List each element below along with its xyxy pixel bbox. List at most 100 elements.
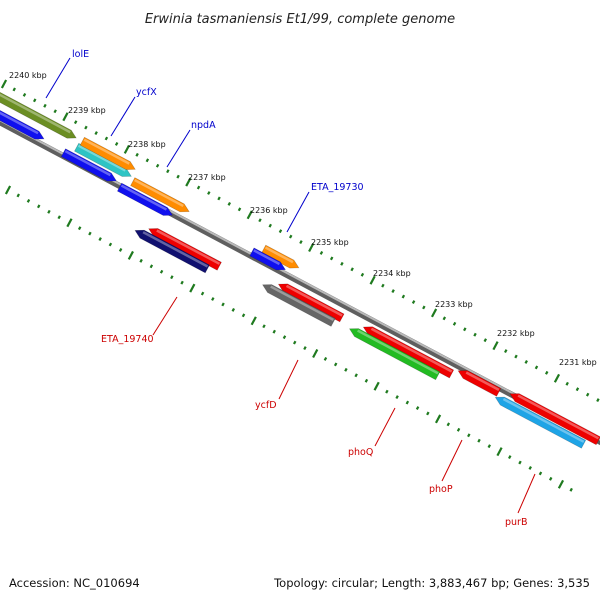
tick-mark: [596, 398, 600, 403]
tick-mark: [16, 193, 20, 198]
gene-label-lolE[interactable]: lolE: [45, 49, 89, 99]
tick-mark: [430, 308, 438, 318]
tick-label-2238: 2238 kbp: [128, 140, 166, 149]
tick-mark: [108, 242, 113, 247]
tick-mark: [405, 400, 410, 405]
tick-mark: [508, 455, 512, 459]
tick-mark: [350, 267, 354, 272]
tick-mark: [553, 373, 561, 383]
tick-mark: [569, 487, 573, 492]
tick-mark: [94, 131, 98, 135]
gene-label-ycfD[interactable]: ycfD: [255, 359, 299, 411]
tick-mark: [434, 414, 442, 424]
tick-mark: [250, 316, 257, 326]
map-title: Erwinia tasmaniensis Et1/99, complete ge…: [145, 12, 455, 27]
gene-features: [0, 77, 600, 449]
tick-label-2234: 2234 kbp: [373, 269, 411, 278]
tick-mark: [57, 215, 61, 220]
ETA_19740-feature[interactable]: [133, 226, 210, 274]
tick-mark: [477, 438, 481, 443]
purB-feature[interactable]: [493, 393, 587, 449]
tick-mark: [323, 357, 328, 361]
tick-mark: [340, 261, 344, 266]
gene-label-text: ETA_19730: [311, 182, 364, 193]
npdA-feature[interactable]: [130, 177, 192, 216]
tick-mark: [32, 98, 37, 103]
gene-label-npdA[interactable]: npdA: [166, 120, 216, 168]
tick-mark: [312, 349, 319, 358]
tick-mark: [0, 79, 8, 89]
tick-mark: [22, 92, 27, 97]
lolE-feature[interactable]: [0, 77, 78, 142]
tick-mark: [575, 387, 580, 392]
tick-label-2239: 2239 kbp: [68, 106, 106, 115]
gene-label-ycfX[interactable]: ycfX: [110, 87, 157, 137]
tick-mark: [487, 444, 491, 449]
gene-label-text: phoQ: [348, 447, 373, 458]
phoQ-feature[interactable]: [347, 325, 441, 381]
feature-blue1[interactable]: [0, 91, 46, 143]
gene-label-text: phoP: [429, 484, 453, 495]
tick-mark: [231, 307, 235, 312]
tick-mark: [456, 427, 461, 432]
tick-mark: [47, 209, 51, 214]
tick-mark: [467, 433, 471, 438]
tick-mark: [118, 248, 123, 252]
gene-label-purB[interactable]: purB: [505, 473, 536, 528]
tick-mark: [528, 466, 532, 470]
feature-blue3[interactable]: [116, 182, 174, 219]
tick-label-2236: 2236 kbp: [250, 206, 288, 215]
gene-label-text: ycfD: [255, 400, 277, 411]
tick-mark: [36, 204, 41, 209]
topology-text: Topology: circular; Length: 3,883,467 bp…: [274, 576, 590, 590]
ETA_19730-feature[interactable]: [261, 244, 301, 272]
tick-mark: [288, 234, 293, 239]
feature-orange1[interactable]: [79, 136, 137, 173]
ycfD-feature[interactable]: [260, 281, 336, 327]
purB-red[interactable]: [508, 390, 600, 446]
tick-mark: [548, 476, 553, 481]
tick-mark: [4, 185, 12, 195]
gene-label-phoQ[interactable]: phoQ: [348, 407, 396, 458]
phoP-feature[interactable]: [456, 367, 502, 397]
tick-mark: [166, 169, 170, 174]
tick-mark: [354, 373, 358, 378]
gene-label-phoP[interactable]: phoP: [429, 439, 463, 495]
tick-mark: [262, 324, 266, 329]
tick-mark: [422, 305, 426, 310]
tick-mark: [401, 294, 406, 299]
tick-mark: [381, 283, 385, 288]
gene-label-ETA_19730[interactable]: ETA_19730: [286, 182, 364, 233]
tick-mark: [544, 370, 549, 375]
tick-label-2232: 2232 kbp: [497, 329, 535, 338]
tick-mark: [282, 335, 287, 340]
tick-mark: [426, 411, 430, 416]
tick-mark: [278, 229, 283, 234]
tick-mark: [538, 471, 543, 476]
tick-mark: [565, 381, 569, 386]
tick-mark: [268, 223, 272, 228]
tick-label-2231: 2231 kbp: [559, 358, 597, 367]
tick-mark: [369, 275, 376, 285]
feature-blue4[interactable]: [249, 247, 288, 274]
tick-mark: [176, 174, 180, 179]
gene-label-ETA_19740[interactable]: ETA_19740: [101, 296, 178, 345]
tick-mark: [518, 460, 522, 465]
gene-label-text: ETA_19740: [101, 334, 154, 345]
tick-mark: [246, 210, 253, 220]
tick-mark: [524, 360, 528, 364]
phoQ-red[interactable]: [361, 323, 455, 379]
tick-mark: [207, 191, 211, 195]
tick-mark: [200, 291, 205, 296]
tick-mark: [272, 329, 276, 334]
tick-mark: [241, 313, 246, 318]
feature-blue2[interactable]: [60, 148, 118, 185]
tick-mark: [364, 378, 369, 383]
tick-mark: [308, 243, 315, 252]
tick-mark: [66, 218, 73, 228]
tick-mark: [73, 120, 78, 125]
tick-label-2237: 2237 kbp: [188, 173, 226, 182]
tick-label-2233: 2233 kbp: [435, 300, 473, 309]
tick-mark: [452, 321, 457, 326]
tick-mark: [258, 218, 262, 223]
